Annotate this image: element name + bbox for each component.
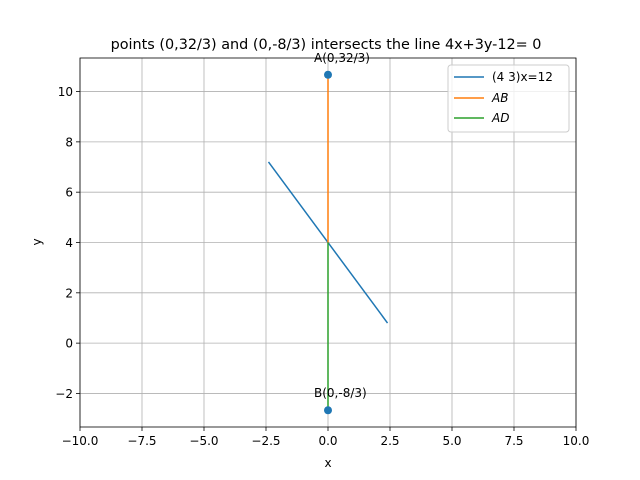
legend-label-ab: AB — [491, 91, 508, 105]
ticks: −10.0 −7.5 −5.0 −2.5 0.0 2.5 5.0 7.5 10.0 −2 0 2 4 6 8… — [55, 85, 589, 448]
legend-frame — [447, 64, 570, 133]
legend: (4 3)x=12 AB AD — [447, 64, 570, 133]
y-tick-label: 8 — [65, 135, 73, 149]
point-a — [324, 70, 332, 79]
x-tick-label: 2.5 — [380, 434, 399, 448]
point-b-label: B(0,-8/3) — [314, 386, 367, 400]
chart-title: points (0,32/3) and (0,-8/3) intersects … — [111, 37, 542, 53]
y-tick-label: 2 — [65, 286, 73, 300]
y-axis-label: y — [30, 238, 44, 245]
y-tick-label: 6 — [65, 186, 73, 200]
y-tick-label: −2 — [55, 387, 73, 401]
points-layer: A(0,32/3)B(0,-8/3) — [314, 51, 370, 415]
x-tick-label: −7.5 — [127, 434, 156, 448]
x-axis-label: x — [324, 456, 331, 470]
x-tick-label: −2.5 — [251, 434, 280, 448]
y-tick-label: 10 — [58, 85, 73, 99]
x-tick-label: 5.0 — [442, 434, 461, 448]
point-b — [324, 406, 332, 415]
y-tick-label: 0 — [65, 337, 73, 351]
x-tick-label: 0.0 — [318, 434, 337, 448]
x-tick-label: 10.0 — [563, 434, 590, 448]
x-tick-label: −10.0 — [62, 434, 99, 448]
x-tick-label: −5.0 — [189, 434, 218, 448]
series-layer — [267, 74, 389, 411]
legend-label-line: (4 3)x=12 — [492, 70, 553, 84]
legend-label-ad: AD — [491, 111, 509, 125]
x-tick-label: 7.5 — [504, 434, 523, 448]
y-tick-label: 4 — [65, 236, 73, 250]
